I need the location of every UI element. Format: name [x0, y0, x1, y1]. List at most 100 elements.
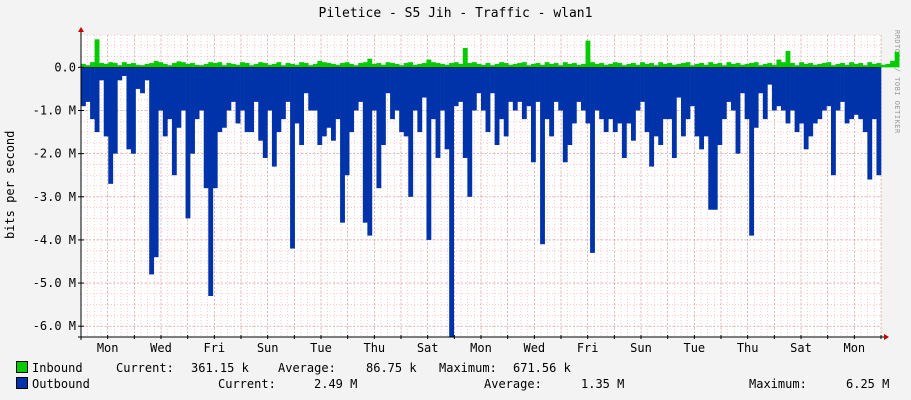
inbound-bar [262, 63, 268, 68]
outbound-bar [408, 67, 414, 197]
inbound-bar [253, 63, 259, 68]
inbound-bar [371, 63, 377, 68]
inbound-bar [699, 63, 705, 68]
inbound-bar [308, 65, 314, 68]
outbound-bar [449, 67, 455, 337]
inbound-bar [421, 63, 427, 68]
outbound-bar [671, 67, 677, 158]
inbound-bar [185, 63, 191, 68]
x-tick-label: Sat [790, 341, 812, 355]
x-tick-label: Sun [257, 341, 279, 355]
outbound-bar [331, 67, 336, 141]
outbound-bar [712, 67, 718, 210]
inbound-bar [831, 65, 836, 68]
inbound-bar [640, 62, 645, 68]
outbound-bar [512, 67, 518, 111]
outbound-bar [771, 67, 777, 111]
inbound-bar [381, 64, 386, 68]
outbound-bar [740, 67, 745, 94]
outbound-bar [831, 67, 836, 176]
outbound-bar [212, 67, 218, 189]
inbound-bar [135, 64, 141, 68]
x-tick-label: Wed [523, 341, 545, 355]
outbound-bar [103, 67, 109, 137]
outbound-bar [135, 67, 141, 89]
outbound-name: Outbound [32, 377, 90, 391]
outbound-bar [521, 67, 527, 120]
inbound-bar [399, 65, 405, 68]
outbound-bar [835, 67, 841, 111]
y-tick-labels: 0.0 -1.0 M -2.0 M -3.0 M -4.0 M -5.0 M -6.0 M [33, 60, 84, 333]
outbound-bar [276, 67, 282, 133]
outbound-bar [526, 67, 532, 107]
outbound-bar [667, 67, 673, 120]
inbound-bar [785, 50, 791, 68]
outbound-bar [471, 67, 477, 111]
inbound-bar [794, 65, 800, 68]
inbound-bar [144, 63, 150, 68]
outbound-bar [612, 67, 618, 133]
inbound-bar [285, 63, 291, 68]
inbound-bar [321, 62, 327, 68]
x-tick-label: Mon [843, 341, 865, 355]
inbound-bar [490, 65, 495, 68]
inbound-bar [344, 62, 350, 68]
legend-inbound: Inbound Current: 361.15 k Average: 86.75… [16, 361, 906, 375]
x-tick-label: Mon [97, 341, 119, 355]
outbound-bar [662, 67, 668, 120]
inbound-bar [394, 63, 400, 68]
outbound-bar [767, 67, 773, 85]
inbound-bar [626, 63, 632, 68]
inbound-bar [562, 62, 568, 68]
outbound-bar [281, 67, 286, 120]
outbound-bar [335, 67, 341, 120]
outbound-bar [867, 67, 873, 180]
outbound-bar [594, 67, 600, 111]
outbound-bar [785, 67, 791, 124]
outbound-bar [290, 67, 295, 249]
outbound-bar [549, 67, 555, 137]
outbound-bar [812, 67, 818, 124]
inbound-bar [208, 62, 214, 68]
outbound-bar [362, 67, 368, 223]
outbound-bar [617, 67, 623, 124]
inbound-bar [176, 61, 182, 68]
outbound-bar [481, 67, 486, 111]
inbound-bar [121, 62, 127, 68]
x-tick-labels: Mon Wed Fri Sun Tue Thu Sat Mon Wed Fri Sun Tue Thu S… [80, 335, 882, 355]
inbound-bar [403, 63, 409, 68]
inbound-bar [853, 63, 859, 68]
inbound-maximum: 671.56 k [513, 361, 571, 375]
inbound-bar [194, 64, 200, 68]
outbound-bar [221, 67, 227, 128]
outbound-current: 2.49 M [314, 377, 358, 391]
outbound-bar [126, 67, 132, 150]
inbound-bar [158, 62, 164, 68]
outbound-bar [426, 67, 432, 240]
outbound-bar [217, 67, 223, 133]
outbound-bar [749, 67, 755, 236]
inbound-bar [226, 63, 232, 68]
inbound-bar [312, 63, 318, 68]
inbound-bar [881, 64, 886, 68]
inbound-bar [462, 47, 468, 68]
outbound-bar [194, 67, 200, 120]
inbound-bar [735, 63, 741, 68]
outbound-bar [571, 67, 577, 124]
inbound-bar [81, 63, 86, 68]
y-tick-label: -4.0 M [33, 233, 76, 247]
outbound-bar [721, 67, 727, 120]
outbound-bar [326, 67, 332, 128]
inbound-bar [717, 63, 723, 68]
outbound-bar [844, 67, 850, 124]
inbound-bar [767, 63, 773, 68]
inbound-bar [703, 64, 709, 68]
inbound-bar [708, 62, 714, 68]
outbound-bar [412, 67, 418, 111]
outbound-bar [858, 67, 864, 120]
outbound-current-label: Current: [218, 377, 276, 391]
outbound-bar [226, 67, 232, 111]
outbound-bar [358, 67, 364, 102]
outbound-bar [803, 67, 809, 150]
inbound-bar [749, 63, 755, 68]
